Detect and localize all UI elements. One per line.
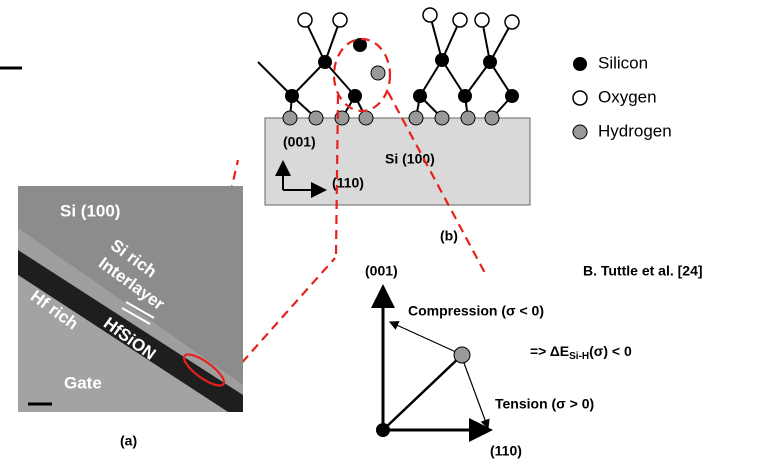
legend-label: Oxygen [598, 87, 657, 106]
panel-label: (b) [440, 228, 458, 244]
bonds [258, 15, 512, 118]
citation: B. Tuttle et al. [24] [583, 263, 703, 279]
axis-label: (110) [490, 443, 522, 459]
bond [383, 355, 462, 430]
axis-label: (001) [283, 134, 316, 150]
gate-label: Gate [64, 373, 102, 392]
compression-arrow [390, 322, 456, 352]
legend-marker [573, 125, 587, 139]
panel-label: (a) [120, 433, 137, 449]
panel-c: (001) B. Tuttle et al. [24] Compression … [365, 263, 703, 459]
hydrogen-atom [454, 347, 470, 363]
figure: (001) Si (100) (110) (b) Silicon Oxygen … [0, 0, 771, 464]
legend-marker [573, 57, 587, 71]
energy-subscript: Si-H [569, 351, 589, 362]
legend-marker [573, 91, 587, 105]
axis-label: (001) [365, 263, 398, 279]
oxygen-atoms [298, 8, 519, 29]
energy-label: => ΔESi-H(σ) < 0 [530, 343, 632, 362]
energy-prefix: => ΔE [530, 343, 569, 359]
tension-arrow [464, 363, 488, 428]
panel-a: Si (100) Si rich Interlayer Hf rich HfSi… [18, 186, 243, 412]
legend-label: Silicon [598, 53, 648, 72]
legend-label: Hydrogen [598, 121, 672, 140]
energy-suffix: (σ) < 0 [589, 343, 632, 359]
substrate-label: Si (100) [60, 201, 120, 220]
legend: Silicon Oxygen Hydrogen [573, 53, 672, 140]
tension-label: Tension (σ > 0) [495, 396, 594, 412]
panel-b: (001) Si (100) (110) (b) [258, 8, 530, 244]
silicon-atom [376, 423, 390, 437]
compression-label: Compression (σ < 0) [408, 303, 544, 319]
